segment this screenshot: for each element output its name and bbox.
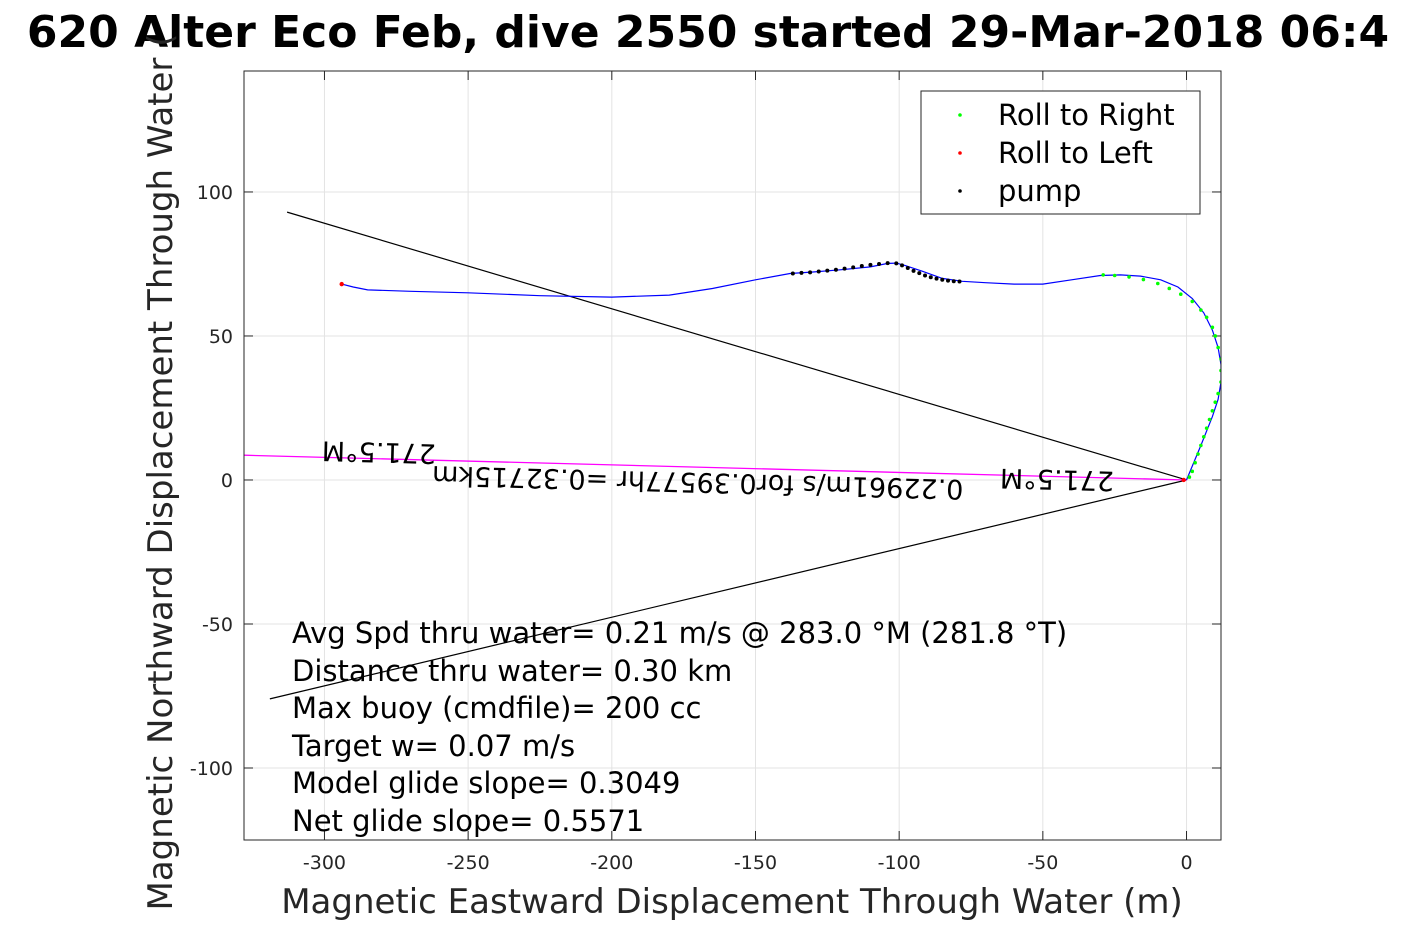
legend-marker-roll-right (958, 113, 962, 117)
x-tick-label: -250 (447, 852, 490, 874)
stats-annotations: Avg Spd thru water= 0.21 m/s @ 283.0 °M … (291, 616, 1067, 838)
y-axis-label: Magnetic Northward Displacement Through … (141, 34, 181, 911)
pump-point (868, 262, 873, 267)
pump-point (900, 263, 905, 268)
x-tick-label: -150 (734, 852, 777, 874)
current-vector-line (244, 454, 1187, 481)
legend-marker-roll-left (958, 151, 962, 155)
stat-avg-speed: Avg Spd thru water= 0.21 m/s @ 283.0 °M … (292, 616, 1067, 650)
roll-right-point (1193, 460, 1197, 465)
roll-right-point (1190, 469, 1195, 474)
heading-guide-line (286, 211, 1187, 481)
legend-label-roll-right: Roll to Right (998, 98, 1175, 132)
pump-point (885, 261, 890, 266)
legend-box (920, 90, 1201, 215)
pump-point (934, 276, 939, 281)
x-tick-label: -300 (303, 852, 346, 874)
stat-max-buoy: Max buoy (cmdfile)= 200 cc (292, 691, 701, 725)
roll-right-point (1210, 409, 1215, 413)
stat-model-glide-slope: Model glide slope= 0.3049 (292, 766, 680, 800)
heading-label-right: 271.5°M (1000, 462, 1115, 496)
roll-right-point (1141, 277, 1146, 282)
y-tick-label: 0 (221, 470, 233, 492)
pump-point (911, 268, 916, 273)
legend-label-pump: pump (998, 174, 1081, 208)
y-tick-label: -50 (202, 614, 233, 636)
roll-right-point (1199, 443, 1203, 448)
roll-right-point (1216, 345, 1220, 350)
stat-distance: Distance thru water= 0.30 km (292, 654, 732, 688)
roll-right-point (1210, 325, 1215, 330)
x-tick-labels: -300 -250 -200 -150 -100 -50 0 (303, 852, 1193, 874)
roll-right-point (1207, 417, 1212, 422)
stat-net-glide-slope: Net glide slope= 0.5571 (292, 804, 644, 838)
roll-right-point (1190, 299, 1195, 304)
roll-right-markers (1101, 273, 1221, 479)
roll-right-point (1127, 275, 1131, 279)
stat-target-w: Target w= 0.07 m/s (291, 729, 575, 763)
y-tick-label: 50 (209, 326, 233, 348)
roll-right-point (1204, 426, 1209, 430)
roll-right-point (1204, 315, 1209, 320)
pump-point (851, 265, 856, 270)
pump-point (816, 269, 821, 274)
pump-point (808, 270, 813, 275)
roll-right-point (1101, 273, 1105, 277)
pump-point (833, 267, 838, 272)
y-tick-label: 100 (197, 182, 233, 204)
heading-guide-lines (269, 211, 1187, 700)
pump-point (917, 271, 922, 276)
pump-point (951, 279, 956, 284)
heading-label-left: 271.5°M (321, 434, 436, 468)
pump-point (790, 271, 795, 276)
roll-right-point (1216, 391, 1220, 396)
pump-point (940, 277, 945, 282)
legend-label-roll-left: Roll to Left (998, 136, 1153, 170)
x-tick-label: -50 (1027, 852, 1058, 874)
roll-left-markers (339, 281, 1186, 483)
pump-point (894, 261, 899, 266)
pump-point (957, 279, 962, 284)
roll-right-point (1167, 286, 1172, 291)
pump-point (799, 270, 804, 275)
pump-point (946, 278, 951, 283)
x-tick-label: -100 (878, 852, 921, 874)
heading-guide-line (269, 479, 1187, 700)
pump-point (859, 263, 864, 268)
y-tick-label: -100 (190, 758, 233, 780)
roll-right-point (1199, 308, 1203, 312)
roll-right-point (1201, 434, 1206, 439)
pump-point (825, 268, 830, 273)
roll-left-point (1181, 477, 1186, 483)
pump-point (905, 266, 910, 271)
roll-left-point (339, 281, 344, 287)
pump-markers (790, 261, 962, 284)
roll-right-point (1155, 281, 1160, 286)
y-tick-labels: -100 -50 0 50 100 (190, 182, 233, 780)
chart-title: 620 Alter Eco Feb, dive 2550 started 29-… (27, 7, 1389, 58)
x-tick-label: 0 (1180, 852, 1192, 874)
pump-point (923, 273, 928, 278)
roll-right-point (1213, 400, 1218, 405)
pump-point (877, 261, 882, 266)
pump-point (842, 266, 847, 271)
glider-track-line (341, 262, 1221, 481)
legend-marker-pump (958, 189, 962, 193)
roll-right-point (1213, 334, 1218, 338)
axes-box (243, 70, 1222, 841)
roll-right-point (1112, 273, 1117, 278)
pump-point (928, 275, 933, 280)
x-tick-label: -200 (590, 852, 633, 874)
legend: Roll to Right Roll to Left pump (920, 90, 1201, 215)
x-axis-label: Magnetic Eastward Displacement Through W… (281, 882, 1183, 922)
roll-right-point (1187, 475, 1192, 479)
roll-right-point (1178, 292, 1183, 297)
roll-right-point (1196, 452, 1200, 456)
